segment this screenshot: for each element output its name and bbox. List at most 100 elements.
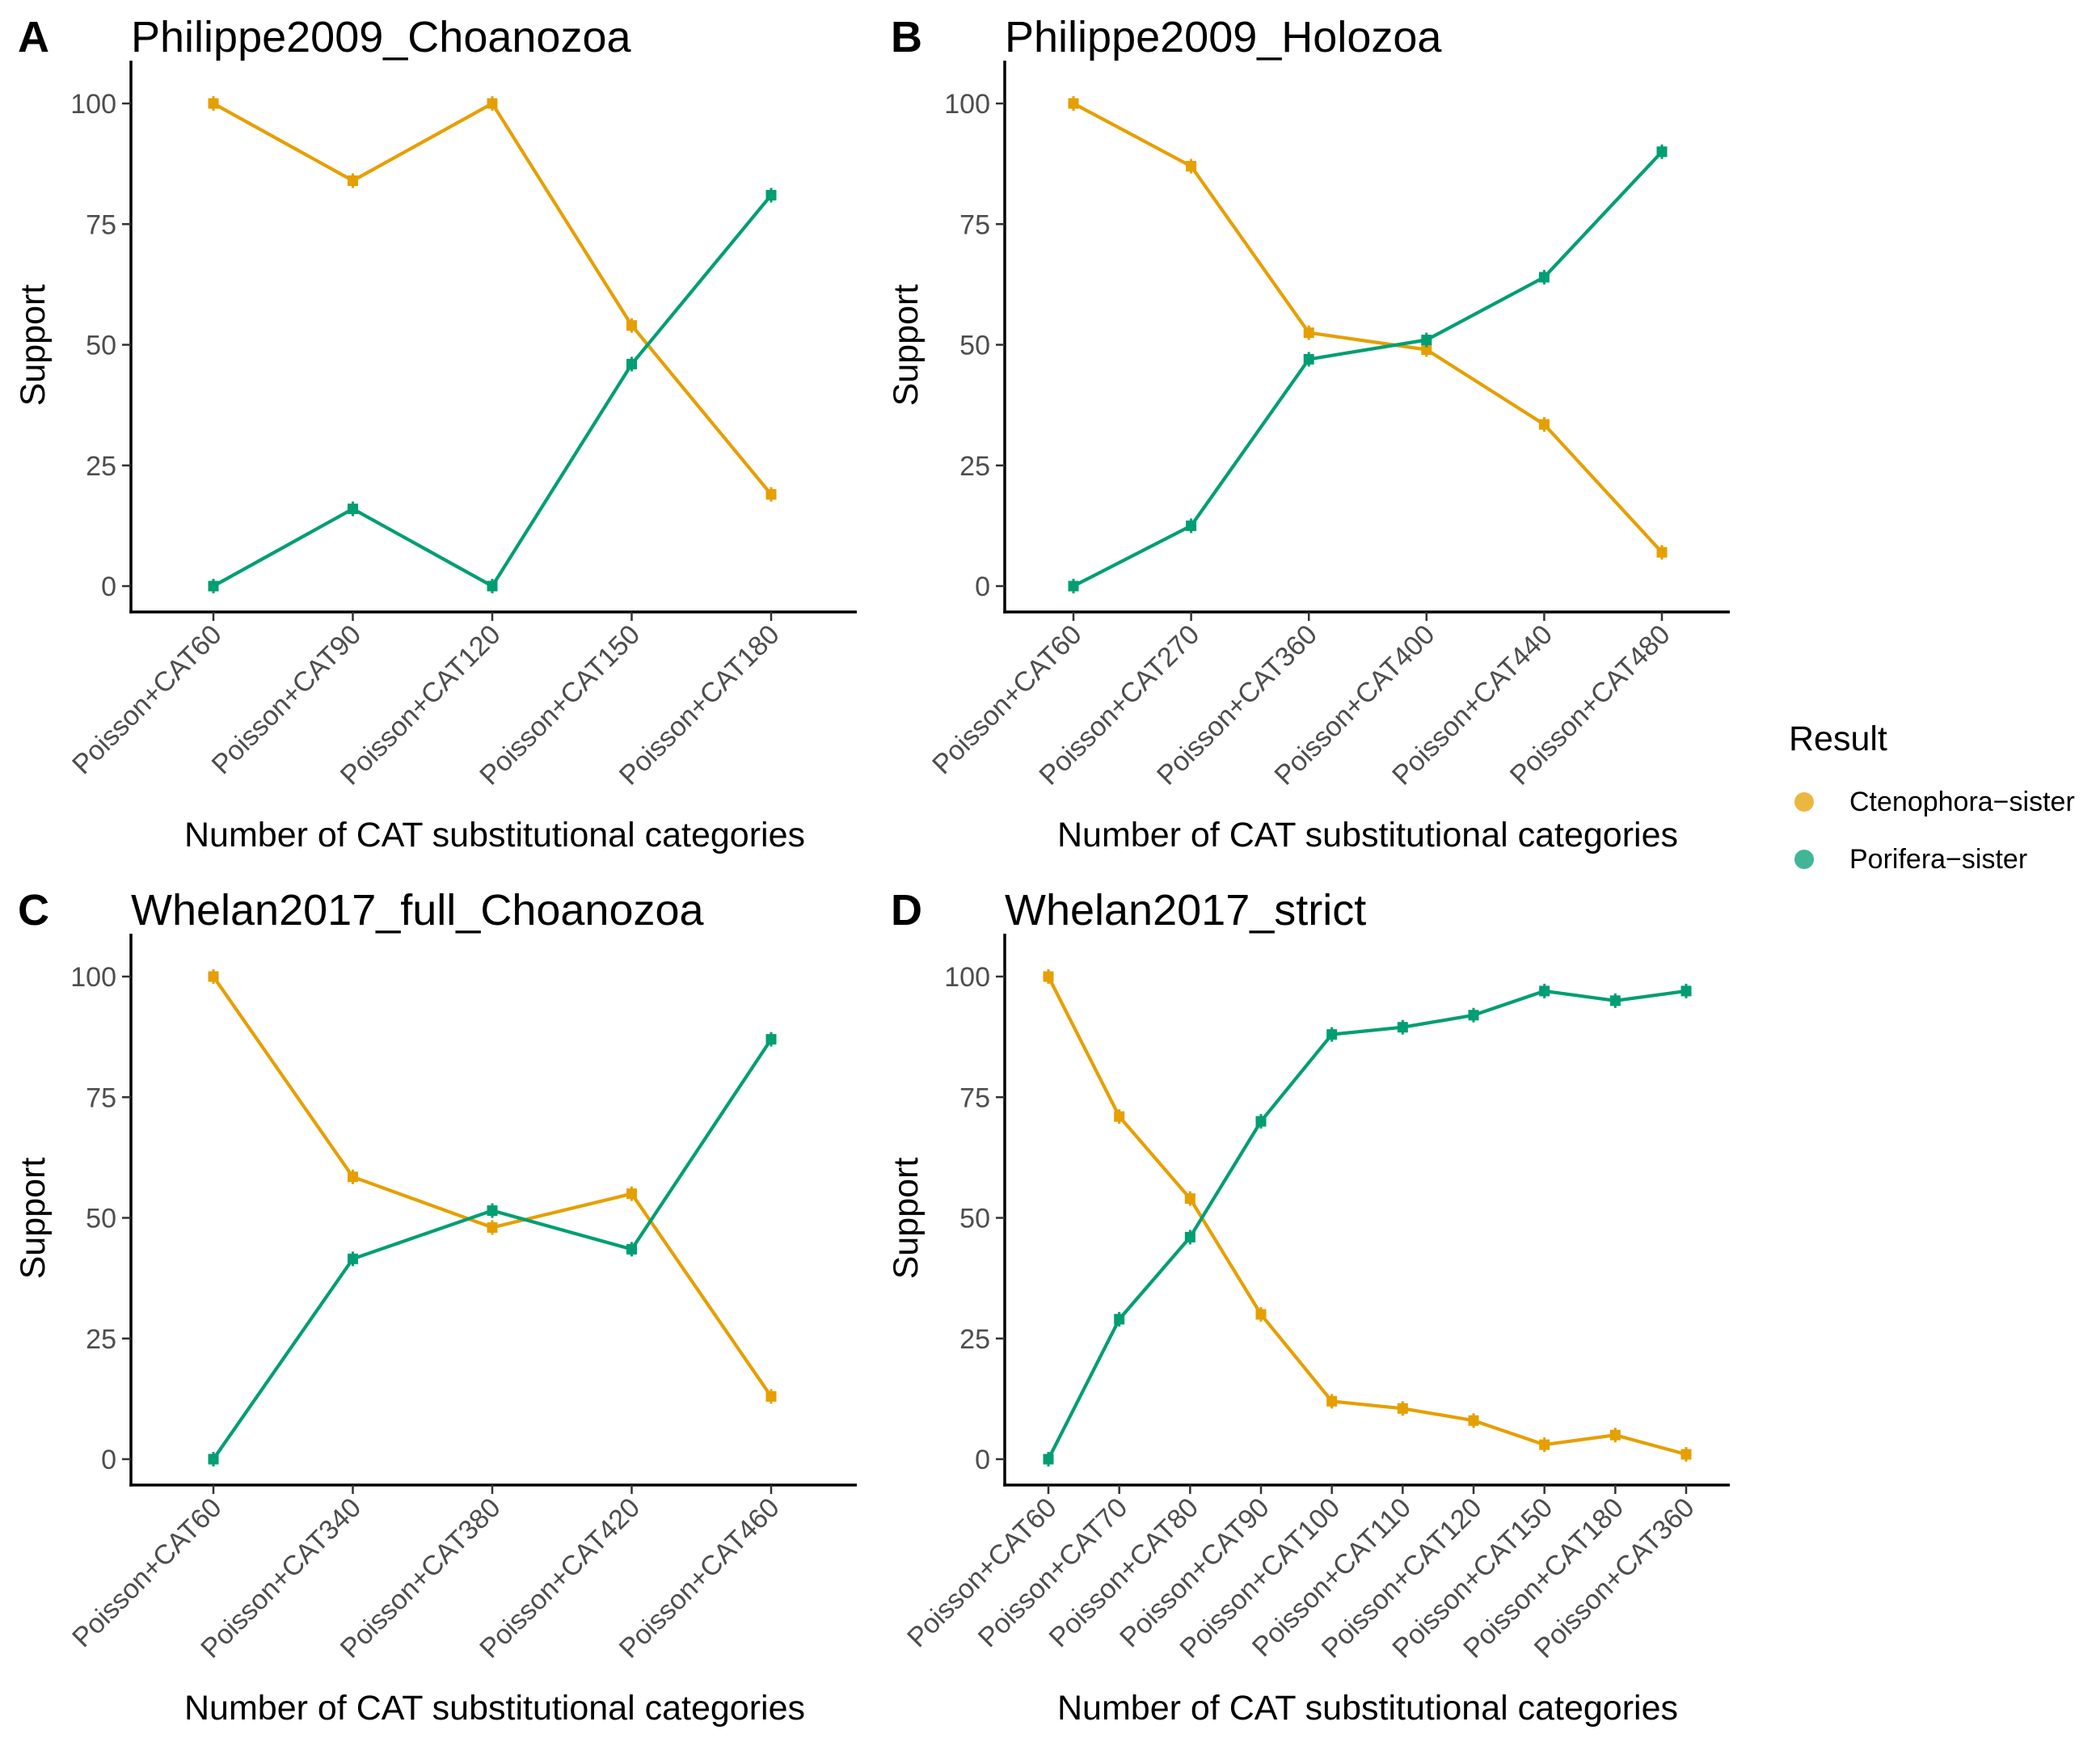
data-point-porifera-sister	[1656, 146, 1668, 158]
plot-area: 0255075100Poisson+CAT60Poisson+CAT270Poi…	[926, 61, 1730, 791]
x-axis-label: Number of CAT substitutional categories	[1057, 816, 1678, 854]
y-axis-label: Support	[14, 285, 53, 407]
data-point-porifera-sister	[1255, 1116, 1267, 1127]
panel-letter: B	[891, 13, 922, 61]
legend: Result Ctenophora−sister Porifera−sister	[1789, 719, 2075, 875]
panel-b: B Philippe2009_Holozoa Support Number of…	[887, 13, 1730, 854]
legend-key-porifera	[1794, 850, 1814, 869]
legend-label-porifera: Porifera−sister	[1849, 844, 2027, 875]
series-line-porifera-sister	[212, 1038, 773, 1461]
plot-area: 0255075100Poisson+CAT60Poisson+CAT340Poi…	[66, 934, 857, 1665]
x-axis-label: Number of CAT substitutional categories	[184, 1689, 805, 1728]
y-tick-label: 75	[86, 209, 116, 240]
panel-title: Philippe2009_Holozoa	[1005, 13, 1442, 61]
series-line-ctenophora-sister	[212, 975, 773, 1398]
y-tick-label: 50	[959, 1204, 990, 1234]
data-point-porifera-sister	[1326, 1029, 1338, 1040]
data-point-ctenophora-sister	[1186, 161, 1197, 172]
y-tick-label: 75	[959, 1082, 990, 1113]
data-point-ctenophora-sister	[626, 320, 637, 331]
x-tick-label: Poisson+CAT90	[206, 619, 367, 780]
y-tick-label: 50	[86, 331, 116, 361]
data-point-porifera-sister	[208, 580, 219, 592]
panel-c: C Whelan2017_full_Choanozoa Support Numb…	[14, 886, 857, 1728]
legend-label-ctenophora: Ctenophora−sister	[1849, 787, 2075, 817]
data-point-ctenophora-sister	[765, 489, 777, 500]
y-tick-label: 0	[975, 572, 990, 602]
data-point-ctenophora-sister	[1680, 1449, 1692, 1460]
x-axis-label: Number of CAT substitutional categories	[1057, 1689, 1678, 1728]
data-point-ctenophora-sister	[626, 1188, 637, 1200]
data-point-ctenophora-sister	[1539, 1439, 1550, 1450]
data-point-porifera-sister	[765, 189, 777, 200]
data-point-porifera-sister	[626, 358, 637, 369]
y-tick-label: 25	[959, 1324, 990, 1355]
y-axis-label: Support	[887, 285, 926, 407]
data-point-porifera-sister	[1538, 272, 1550, 283]
data-point-porifera-sister	[1539, 985, 1550, 997]
legend-title: Result	[1789, 719, 1887, 758]
data-point-ctenophora-sister	[1468, 1415, 1479, 1426]
data-point-porifera-sister	[1114, 1314, 1125, 1325]
data-point-porifera-sister	[1068, 580, 1079, 592]
data-point-ctenophora-sister	[487, 98, 498, 109]
panel-a: A Philippe2009_Choanozoa Support Number …	[14, 13, 857, 854]
legend-key-ctenophora	[1794, 792, 1814, 812]
panel-letter: A	[18, 13, 49, 61]
data-point-ctenophora-sister	[1609, 1429, 1621, 1441]
y-tick-label: 100	[70, 962, 116, 993]
data-point-porifera-sister	[1186, 520, 1197, 531]
data-point-ctenophora-sister	[1043, 971, 1054, 982]
plot-area: 0255075100Poisson+CAT60Poisson+CAT70Pois…	[901, 934, 1730, 1665]
plot-area: 0255075100Poisson+CAT60Poisson+CAT90Pois…	[66, 61, 857, 791]
y-tick-label: 25	[959, 451, 990, 482]
data-point-porifera-sister	[765, 1034, 777, 1045]
data-point-porifera-sister	[1184, 1231, 1195, 1243]
panel-title: Whelan2017_strict	[1005, 886, 1366, 935]
panel-d: D Whelan2017_strict Support Number of CA…	[887, 886, 1730, 1728]
data-point-ctenophora-sister	[348, 175, 358, 187]
series-line-ctenophora-sister	[1073, 102, 1664, 554]
series-line-porifera-sister	[1073, 150, 1664, 588]
data-point-porifera-sister	[348, 503, 358, 514]
data-point-porifera-sister	[348, 1253, 358, 1264]
panel-letter: C	[18, 886, 49, 935]
data-point-ctenophora-sister	[1303, 327, 1314, 339]
data-point-ctenophora-sister	[1538, 419, 1550, 430]
data-point-porifera-sister	[1421, 335, 1432, 346]
data-point-porifera-sister	[626, 1243, 637, 1255]
y-axis-label: Support	[887, 1158, 926, 1280]
data-point-ctenophora-sister	[1068, 98, 1079, 109]
y-tick-label: 75	[86, 1082, 116, 1113]
data-point-porifera-sister	[487, 580, 498, 592]
data-point-porifera-sister	[208, 1454, 219, 1465]
panel-title: Philippe2009_Choanozoa	[131, 13, 631, 61]
data-point-ctenophora-sister	[1656, 546, 1668, 558]
y-tick-label: 50	[959, 331, 990, 361]
panel-letter: D	[891, 886, 922, 935]
data-point-porifera-sister	[1303, 353, 1314, 365]
data-point-ctenophora-sister	[1397, 1403, 1408, 1414]
data-point-ctenophora-sister	[208, 971, 219, 982]
x-tick-label: Poisson+CAT60	[66, 1492, 227, 1653]
x-axis-label: Number of CAT substitutional categories	[184, 816, 805, 854]
y-tick-label: 0	[975, 1445, 990, 1475]
y-tick-label: 100	[944, 89, 990, 120]
data-point-porifera-sister	[487, 1205, 498, 1217]
y-tick-label: 50	[86, 1204, 116, 1234]
y-tick-label: 75	[959, 209, 990, 240]
data-point-ctenophora-sister	[348, 1171, 358, 1183]
data-point-ctenophora-sister	[208, 98, 219, 109]
y-tick-label: 25	[86, 1324, 116, 1355]
x-tick-label: Poisson+CAT60	[66, 619, 227, 780]
y-tick-label: 0	[101, 572, 116, 602]
panel-title: Whelan2017_full_Choanozoa	[131, 886, 705, 935]
data-point-porifera-sister	[1397, 1022, 1408, 1033]
y-tick-label: 0	[101, 1445, 116, 1475]
data-point-ctenophora-sister	[1255, 1309, 1267, 1320]
data-point-porifera-sister	[1043, 1454, 1054, 1465]
data-point-ctenophora-sister	[1114, 1111, 1125, 1122]
data-point-ctenophora-sister	[1421, 344, 1432, 355]
series-line-porifera-sister	[1047, 989, 1687, 1460]
